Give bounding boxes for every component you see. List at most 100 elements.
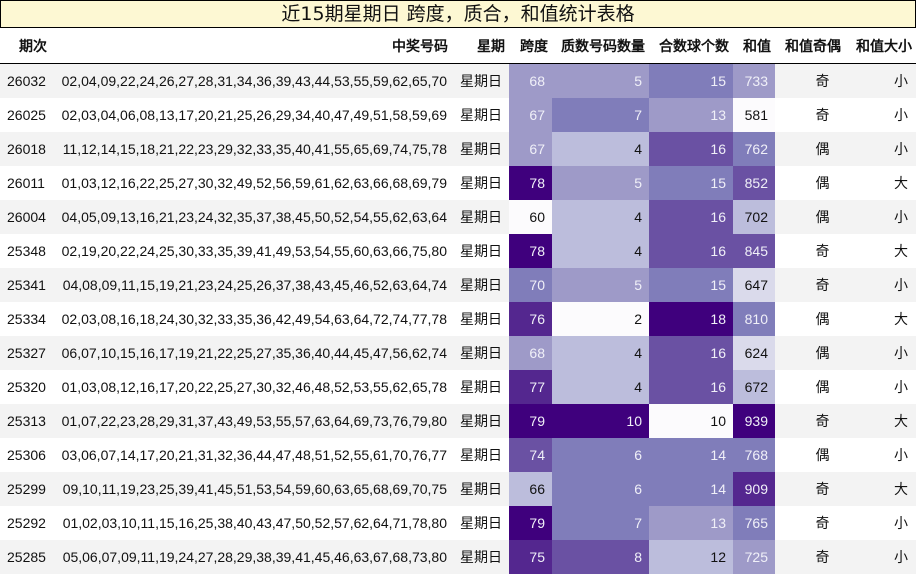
cell-issue: 26011	[0, 166, 55, 200]
cell-issue: 25341	[0, 268, 55, 302]
cell-parity: 偶	[775, 302, 845, 336]
cell-day: 星期日	[452, 200, 509, 234]
cell-composites: 15	[649, 63, 733, 98]
cell-composites: 16	[649, 200, 733, 234]
cell-day: 星期日	[452, 268, 509, 302]
cell-composites: 16	[649, 370, 733, 404]
cell-numbers: 11,12,14,15,18,21,22,23,29,32,33,35,40,4…	[55, 132, 452, 166]
cell-size: 小	[845, 336, 916, 370]
cell-sum: 733	[733, 63, 775, 98]
cell-day: 星期日	[452, 404, 509, 438]
cell-parity: 奇	[775, 540, 845, 574]
cell-primes: 4	[552, 200, 649, 234]
table-row[interactable]: 26004 04,05,09,13,16,21,23,24,32,35,37,38…	[0, 200, 916, 234]
cell-composites: 14	[649, 472, 733, 506]
cell-numbers: 09,10,11,19,23,25,39,41,45,51,53,54,59,6…	[55, 472, 452, 506]
cell-day: 星期日	[452, 438, 509, 472]
cell-issue: 25327	[0, 336, 55, 370]
cell-day: 星期日	[452, 336, 509, 370]
col-header-composites[interactable]: 合数球个数	[649, 28, 733, 64]
cell-day: 星期日	[452, 98, 509, 132]
cell-span: 79	[509, 506, 552, 540]
col-header-sum[interactable]: 和值	[733, 28, 775, 64]
table-row[interactable]: 25320 01,03,08,12,16,17,20,22,25,27,30,32…	[0, 370, 916, 404]
cell-sum: 845	[733, 234, 775, 268]
cell-span: 74	[509, 438, 552, 472]
cell-issue: 25320	[0, 370, 55, 404]
cell-day: 星期日	[452, 506, 509, 540]
col-header-numbers[interactable]: 中奖号码	[55, 28, 452, 64]
table-row[interactable]: 25327 06,07,10,15,16,17,19,21,22,25,27,35…	[0, 336, 916, 370]
cell-size: 小	[845, 98, 916, 132]
cell-sum: 581	[733, 98, 775, 132]
cell-parity: 奇	[775, 63, 845, 98]
table-row[interactable]: 26032 02,04,09,22,24,26,27,28,31,34,36,39…	[0, 63, 916, 98]
table-row[interactable]: 26011 01,03,12,16,22,25,27,30,32,49,52,56…	[0, 166, 916, 200]
cell-span: 68	[509, 63, 552, 98]
cell-composites: 13	[649, 506, 733, 540]
cell-size: 大	[845, 404, 916, 438]
cell-primes: 10	[552, 404, 649, 438]
cell-span: 70	[509, 268, 552, 302]
cell-span: 79	[509, 404, 552, 438]
cell-primes: 8	[552, 540, 649, 574]
col-header-issue[interactable]: 期次	[0, 28, 55, 64]
cell-day: 星期日	[452, 132, 509, 166]
cell-span: 67	[509, 98, 552, 132]
cell-issue: 25348	[0, 234, 55, 268]
cell-primes: 4	[552, 336, 649, 370]
cell-parity: 奇	[775, 98, 845, 132]
cell-composites: 15	[649, 166, 733, 200]
cell-issue: 25299	[0, 472, 55, 506]
cell-parity: 偶	[775, 166, 845, 200]
cell-numbers: 02,19,20,22,24,25,30,33,35,39,41,49,53,5…	[55, 234, 452, 268]
cell-span: 75	[509, 540, 552, 574]
cell-numbers: 04,08,09,11,15,19,21,23,24,25,26,37,38,4…	[55, 268, 452, 302]
cell-size: 小	[845, 540, 916, 574]
cell-numbers: 01,07,22,23,28,29,31,37,43,49,53,55,57,6…	[55, 404, 452, 438]
cell-span: 60	[509, 200, 552, 234]
table-row[interactable]: 25292 01,02,03,10,11,15,16,25,38,40,43,47…	[0, 506, 916, 540]
cell-size: 大	[845, 302, 916, 336]
cell-primes: 5	[552, 63, 649, 98]
cell-issue: 26018	[0, 132, 55, 166]
cell-parity: 偶	[775, 336, 845, 370]
table-row[interactable]: 25313 01,07,22,23,28,29,31,37,43,49,53,55…	[0, 404, 916, 438]
col-header-primes[interactable]: 质数号码数量	[552, 28, 649, 64]
cell-primes: 6	[552, 472, 649, 506]
col-header-span[interactable]: 跨度	[509, 28, 552, 64]
col-header-day[interactable]: 星期	[452, 28, 509, 64]
table-row[interactable]: 25341 04,08,09,11,15,19,21,23,24,25,26,37…	[0, 268, 916, 302]
cell-numbers: 01,03,08,12,16,17,20,22,25,27,30,32,46,4…	[55, 370, 452, 404]
table-row[interactable]: 26018 11,12,14,15,18,21,22,23,29,32,33,35…	[0, 132, 916, 166]
cell-issue: 26032	[0, 63, 55, 98]
cell-day: 星期日	[452, 472, 509, 506]
table-row[interactable]: 25348 02,19,20,22,24,25,30,33,35,39,41,49…	[0, 234, 916, 268]
cell-span: 76	[509, 302, 552, 336]
table-row[interactable]: 25306 03,06,07,14,17,20,21,31,32,36,44,47…	[0, 438, 916, 472]
cell-composites: 14	[649, 438, 733, 472]
cell-sum: 810	[733, 302, 775, 336]
col-header-size[interactable]: 和值大小	[845, 28, 916, 64]
col-header-parity[interactable]: 和值奇偶	[775, 28, 845, 64]
cell-numbers: 02,03,08,16,18,24,30,32,33,35,36,42,49,5…	[55, 302, 452, 336]
cell-issue: 25292	[0, 506, 55, 540]
cell-size: 大	[845, 166, 916, 200]
cell-sum: 725	[733, 540, 775, 574]
table-row[interactable]: 25299 09,10,11,19,23,25,39,41,45,51,53,54…	[0, 472, 916, 506]
cell-issue: 25306	[0, 438, 55, 472]
cell-composites: 18	[649, 302, 733, 336]
cell-span: 77	[509, 370, 552, 404]
cell-primes: 7	[552, 98, 649, 132]
cell-composites: 15	[649, 268, 733, 302]
table-row[interactable]: 25334 02,03,08,16,18,24,30,32,33,35,36,42…	[0, 302, 916, 336]
cell-day: 星期日	[452, 166, 509, 200]
cell-size: 小	[845, 132, 916, 166]
cell-day: 星期日	[452, 63, 509, 98]
cell-primes: 4	[552, 234, 649, 268]
table-row[interactable]: 25285 05,06,07,09,11,19,24,27,28,29,38,39…	[0, 540, 916, 574]
cell-sum: 762	[733, 132, 775, 166]
table-row[interactable]: 26025 02,03,04,06,08,13,17,20,21,25,26,29…	[0, 98, 916, 132]
cell-composites: 12	[649, 540, 733, 574]
cell-issue: 26025	[0, 98, 55, 132]
